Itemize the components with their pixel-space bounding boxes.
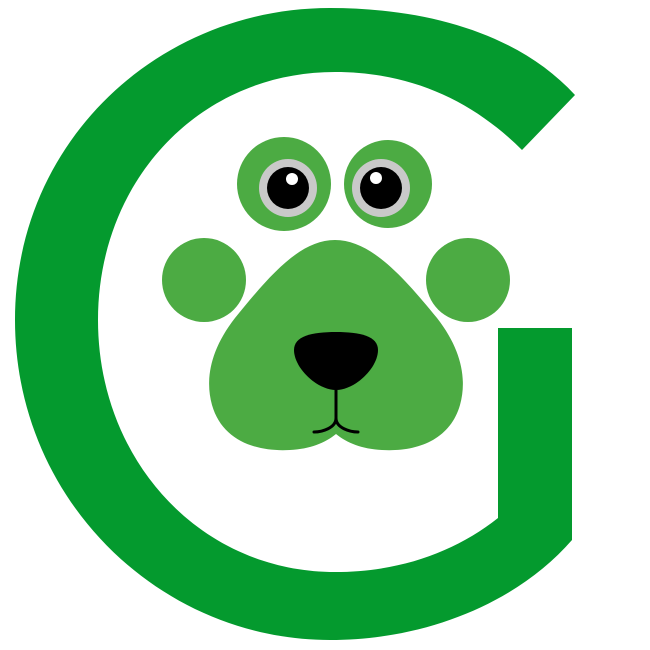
left-ear [162, 238, 246, 322]
dog-paw-face-icon [162, 137, 510, 451]
g-arc [15, 8, 575, 640]
right-ear [426, 238, 510, 322]
left-eye-highlight [286, 173, 298, 185]
letter-g-mark [15, 8, 575, 640]
right-eye [344, 140, 432, 228]
right-eye-highlight [370, 172, 382, 184]
mouth [312, 388, 360, 434]
left-pupil [267, 167, 309, 209]
left-eye [237, 137, 331, 231]
right-pupil [360, 167, 402, 209]
nose [294, 332, 378, 390]
